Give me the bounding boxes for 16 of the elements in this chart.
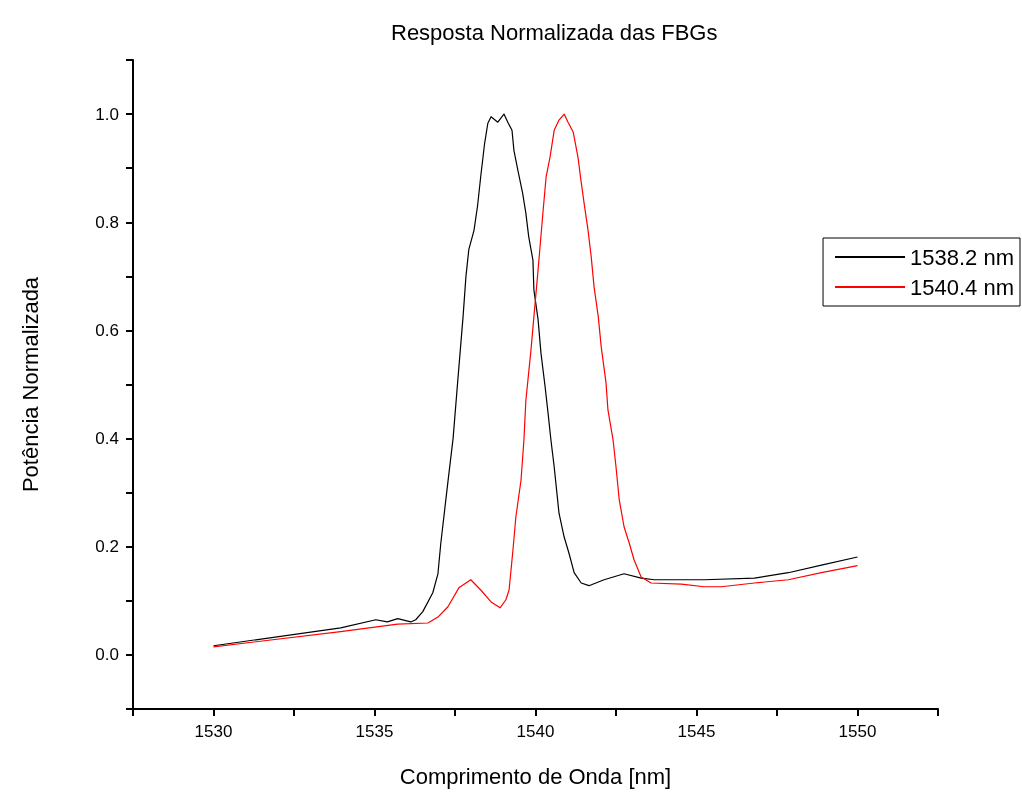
y-tick-label: 0.2: [95, 537, 119, 557]
chart-title: Resposta Normalizada das FBGs: [391, 19, 718, 45]
x-tick-label: 1535: [355, 722, 394, 741]
legend-label: 1540.4 nm: [910, 274, 1015, 300]
legend-label: 1538.2 nm: [910, 244, 1015, 270]
y-tick-label: 0.8: [95, 212, 119, 232]
y-tick-label: 1.0: [95, 104, 119, 124]
y-axis-title: Potência Normalizada: [17, 276, 43, 493]
x-tick-label: 1530: [194, 722, 233, 741]
y-tick-label: 0.4: [95, 429, 119, 449]
x-tick-label: 1540: [516, 722, 555, 741]
x-tick-label: 1550: [838, 722, 877, 741]
x-tick-label: 1545: [677, 722, 716, 741]
y-tick-label: 0.6: [95, 320, 119, 340]
x-axis-title: Comprimento de Onda [nm]: [399, 763, 672, 789]
y-tick-label: 0.0: [95, 645, 119, 665]
